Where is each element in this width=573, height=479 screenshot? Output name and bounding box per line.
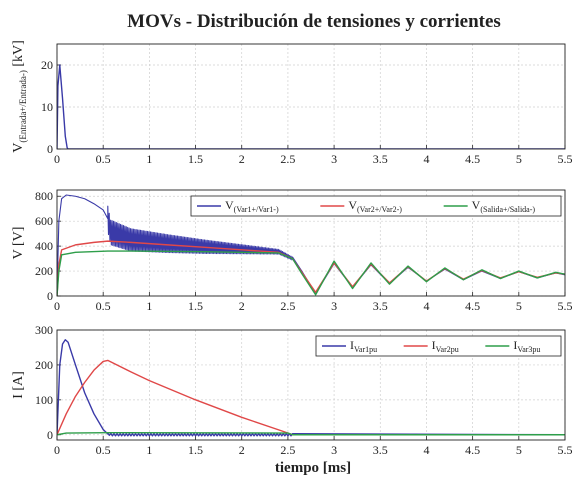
- x-tick-label: 4.5: [465, 443, 480, 457]
- x-tick-label: 1.5: [188, 443, 203, 457]
- x-tick-label: 2: [239, 152, 245, 166]
- y-tick-label: 100: [35, 393, 53, 407]
- x-tick-label: 3: [331, 443, 337, 457]
- x-tick-label: 4: [423, 443, 429, 457]
- x-tick-label: 4.5: [465, 299, 480, 313]
- x-tick-label: 0.5: [96, 152, 111, 166]
- axes-frame: [56, 189, 566, 297]
- y-axis-label: V [V]: [11, 227, 26, 260]
- y-tick-label: 200: [35, 264, 53, 278]
- series-line-green: [57, 250, 565, 296]
- x-tick-label: 0.5: [96, 443, 111, 457]
- y-tick-label: 20: [41, 58, 53, 72]
- x-axis-label: tiempo [ms]: [275, 460, 351, 476]
- x-tick-label: 3: [331, 152, 337, 166]
- x-tick-label: 3.5: [373, 299, 388, 313]
- y-tick-label: 0: [47, 142, 53, 156]
- x-tick-label: 5.5: [558, 152, 573, 166]
- x-tick-label: 2: [239, 443, 245, 457]
- x-tick-label: 5: [516, 152, 522, 166]
- x-tick-label: 5: [516, 443, 522, 457]
- series-group: [57, 194, 565, 296]
- y-tick-label: 0: [47, 289, 53, 303]
- x-tick-label: 0: [54, 152, 60, 166]
- legend-entry: V(Var1+/Var1-): [225, 198, 279, 214]
- x-tick-label: 4: [423, 152, 429, 166]
- y-tick-label: 800: [35, 189, 53, 203]
- x-tick-label: 3.5: [373, 152, 388, 166]
- x-tick-label: 1: [146, 299, 152, 313]
- panel-mov-currents: 0 0.5 1 1.5 2 2.5 3 3.5 4 4.5 5 5.5 0 100 200 300 I [A] I…: [11, 323, 573, 457]
- x-tick-label: 4: [423, 299, 429, 313]
- x-tick-label: 1: [146, 443, 152, 457]
- x-tick-label: 5: [516, 299, 522, 313]
- legend: IVar1pu IVar2pu IVar3pu: [315, 335, 562, 357]
- x-tick-label: 5.5: [558, 443, 573, 457]
- plot-area: [57, 44, 565, 149]
- series-line-red: [57, 359, 565, 436]
- panel-input-voltage: 0 0.5 1 1.5 2 2.5 3 3.5 4 4.5 5 5.5 0 10 20 V(Entrada+/…: [11, 40, 573, 166]
- x-tick-label: 4.5: [465, 152, 480, 166]
- legend: V(Var1+/Var1-) V(Var2+/Var2-) V(Salida+/Sa…: [190, 195, 562, 217]
- y-tick-label: 10: [41, 100, 53, 114]
- x-tick-label: 3: [331, 299, 337, 313]
- x-tick-label: 1.5: [188, 299, 203, 313]
- y-axis-label: I [A]: [11, 371, 26, 399]
- series-line-green: [57, 431, 565, 436]
- legend-entry: IVar3pu: [513, 338, 540, 354]
- x-tick-label: 1: [146, 152, 152, 166]
- panel-mov-voltages: 0 0.5 1 1.5 2 2.5 3 3.5 4 4.5 5 5.5 0 200 400 600 800 V […: [11, 189, 573, 313]
- x-tick-label: 2: [239, 299, 245, 313]
- axes-frame: [56, 329, 566, 441]
- legend-entry: V(Var2+/Var2-): [348, 198, 402, 214]
- y-tick-label: 300: [35, 323, 53, 337]
- y-tick-label: 0: [47, 428, 53, 442]
- x-tick-label: 2.5: [280, 152, 295, 166]
- y-tick-label: 200: [35, 358, 53, 372]
- series-group: [57, 339, 565, 437]
- x-tick-label: 1.5: [188, 152, 203, 166]
- axes-frame: [56, 43, 566, 150]
- legend-box: [315, 335, 562, 357]
- x-tick-label: 5.5: [558, 299, 573, 313]
- series-line-blue: [57, 339, 565, 437]
- legend-box: [190, 195, 562, 217]
- y-tick-label: 600: [35, 214, 53, 228]
- x-tick-label: 0: [54, 299, 60, 313]
- x-tick-label: 3.5: [373, 443, 388, 457]
- legend-entry: IVar1pu: [350, 338, 377, 354]
- y-tick-label: 400: [35, 239, 53, 253]
- x-tick-label: 2.5: [280, 443, 295, 457]
- chart-title: MOVs - Distribución de tensiones y corri…: [127, 11, 501, 32]
- x-tick-label: 2.5: [280, 299, 295, 313]
- legend-entry: V(Salida+/Salida-): [472, 198, 536, 214]
- x-tick-label: 0.5: [96, 299, 111, 313]
- y-axis-label: V(Entrada+/Entrada-) [kV]: [11, 40, 28, 153]
- x-tick-label: 0: [54, 443, 60, 457]
- legend-entry: IVar2pu: [432, 338, 459, 354]
